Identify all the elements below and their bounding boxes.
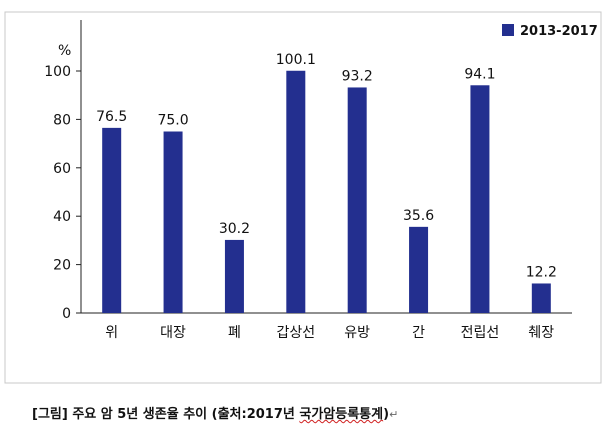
value-label: 75.0 <box>157 113 188 129</box>
paragraph-mark: ↵ <box>389 408 399 421</box>
x-tick-label: 전립선 <box>461 325 500 341</box>
legend-label: 2013-2017 <box>520 24 598 39</box>
plot-frame <box>4 11 602 384</box>
value-label: 94.1 <box>464 66 495 82</box>
legend-swatch <box>502 24 514 36</box>
y-tick-label: 40 <box>53 209 71 225</box>
bar <box>347 87 367 314</box>
bar <box>531 283 551 313</box>
x-tick-label: 췌장 <box>528 325 554 341</box>
y-axis-unit-label: % <box>58 43 71 59</box>
bar <box>224 239 244 313</box>
value-label: 30.2 <box>219 221 250 237</box>
caption-main: [그림] 주요 암 5년 생존율 추이 (출처:2017년 <box>32 407 300 422</box>
caption-close: ) <box>383 407 390 422</box>
figure-caption: [그림] 주요 암 5년 생존율 추이 (출처:2017년 국가암등록통계)↵ <box>32 403 398 422</box>
value-label: 35.6 <box>403 208 434 224</box>
value-label: 76.5 <box>96 109 127 125</box>
y-tick-label: 100 <box>44 64 71 80</box>
bar <box>102 127 122 314</box>
y-tick-label: 80 <box>53 112 71 128</box>
caption-source: 국가암등록통계 <box>299 407 384 422</box>
value-label: 12.2 <box>526 264 557 280</box>
bar <box>470 85 490 313</box>
bar <box>409 226 429 313</box>
x-tick-label: 위 <box>105 325 118 341</box>
bar <box>286 70 306 314</box>
y-tick-label: 20 <box>53 258 71 274</box>
y-tick-label: 60 <box>53 161 71 177</box>
x-tick-label: 폐 <box>228 325 241 341</box>
y-tick-label: 0 <box>62 306 71 322</box>
x-tick-label: 갑상선 <box>276 325 315 341</box>
bar <box>163 131 183 313</box>
value-label: 93.2 <box>342 68 373 84</box>
value-label: 100.1 <box>276 52 316 68</box>
x-tick-label: 간 <box>412 325 425 341</box>
legend: 2013-2017 <box>502 24 598 39</box>
x-tick-label: 대장 <box>160 325 186 341</box>
x-tick-label: 유방 <box>344 325 370 341</box>
